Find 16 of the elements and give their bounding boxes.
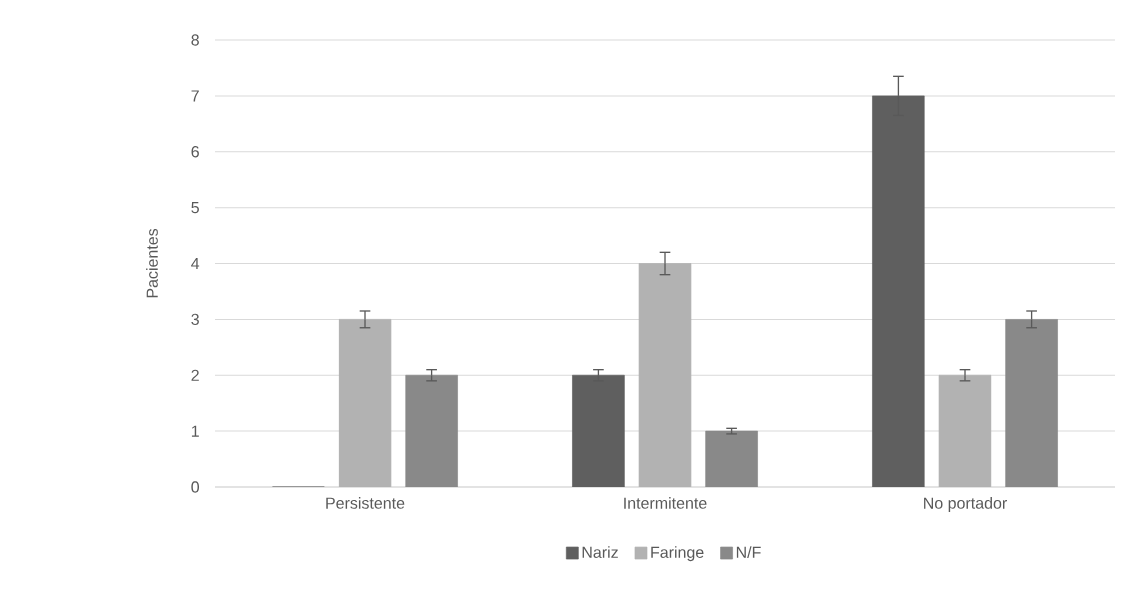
y-tick-label: 2 [191,369,199,381]
legend-label: Nariz [582,546,618,558]
x-tick-label: Persistente [326,497,405,509]
y-tick-label: 8 [191,34,199,46]
y-tick-label: 5 [191,202,199,214]
y-tick-label: 0 [191,481,200,493]
y-tick-label: 3 [191,313,199,326]
x-tick-label: Intermitente [624,497,707,509]
x-tick-label: No portador [924,497,1007,512]
y-tick-label: 4 [191,258,200,270]
y-tick-label: 7 [191,90,199,102]
y-axis-title: Pacientes [146,228,158,298]
legend-label: N/F [736,546,761,558]
legend-label: Faringe [651,546,704,562]
y-tick-label: 1 [191,425,199,437]
y-tick-label: 6 [191,146,199,158]
